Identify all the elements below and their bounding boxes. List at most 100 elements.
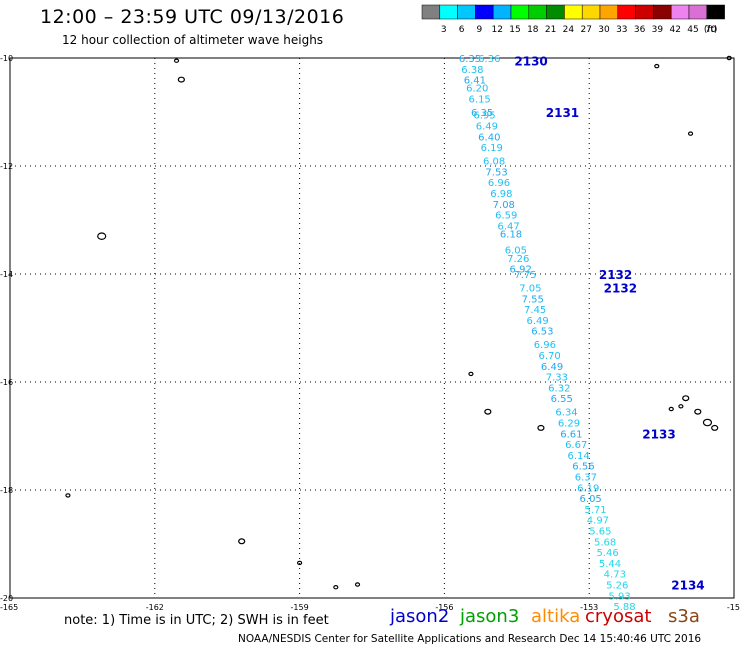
island-outline [97, 232, 107, 241]
swh-point-label: 6.34 [555, 408, 577, 419]
swh-point-label: 6.98 [490, 189, 512, 200]
swh-point-label: 5.88 [613, 602, 635, 613]
colorbar-swatch [564, 4, 583, 20]
island-outline [173, 58, 180, 63]
y-tick-label: -18 [0, 486, 13, 495]
x-tick-label: -15 [727, 603, 740, 612]
track-label: 2131 [546, 106, 579, 120]
colorbar-swatch [492, 4, 512, 20]
island-outline [654, 63, 660, 69]
swh-point-label: 6.96 [534, 340, 556, 351]
swh-point-label: 7.55 [522, 294, 544, 305]
island-outline [484, 408, 492, 415]
y-tick-label: -20 [0, 594, 13, 603]
island-outline [297, 560, 303, 566]
swh-values: 6.356.366.386.416.206.156.356.956.496.40… [459, 54, 636, 613]
island-outlines [65, 55, 732, 590]
y-tick-label: -12 [0, 162, 13, 171]
track-label: 2132 [604, 282, 637, 296]
colorbar-swatch [670, 4, 690, 20]
island-outline [537, 424, 545, 431]
track-label: 2134 [671, 579, 704, 593]
swh-point-label: 6.96 [488, 178, 510, 189]
swh-point-label: 6.55 [551, 394, 573, 405]
swh-point-label: 6.20 [466, 84, 488, 95]
swh-point-label: 6.49 [476, 122, 498, 133]
colorbar-swatch [635, 4, 654, 20]
x-tick-label: -156 [435, 603, 453, 612]
swh-point-label: 6.49 [526, 316, 548, 327]
colorbar-swatch [688, 4, 708, 20]
island-outline [668, 406, 674, 412]
footer-credit: NOAA/NESDIS Center for Satellite Applica… [238, 633, 702, 645]
swh-point-label: 6.38 [461, 65, 483, 76]
page-subtitle: 12 hour collection of altimeter wave hei… [62, 33, 324, 47]
swh-point-label: 6.92 [510, 265, 532, 276]
swh-point-label: 7.26 [507, 254, 529, 265]
swh-point-label: 4.73 [604, 570, 626, 581]
plot-frame [9, 57, 735, 599]
island-outline [65, 493, 71, 498]
y-tick-label: -14 [0, 270, 13, 279]
swh-point-label: 7.08 [493, 200, 515, 211]
legend-s3a: s3a [668, 606, 700, 627]
island-outline [354, 582, 361, 587]
colorbar-label: 30 [598, 25, 610, 35]
island-outline [678, 404, 684, 409]
colorbar-swatch [581, 4, 601, 20]
page-title: 12:00 – 23:59 UTC 09/13/2016 [40, 6, 345, 28]
swh-point-label: 6.15 [469, 95, 491, 106]
legend-cryosat: cryosat [585, 606, 652, 627]
swh-point-label: 6.59 [495, 211, 517, 222]
colorbar-label: 24 [563, 25, 575, 35]
track-label: 2132 [599, 268, 632, 282]
island-outline [468, 371, 474, 377]
swh-point-label: 7.75 [514, 270, 536, 281]
colorbar: 3 6 9 12 15 18 21 24 27 30 33 36 39 42 45 70(ft) [421, 4, 725, 35]
colorbar-swatch [439, 4, 458, 20]
y-tick-label: -10 [0, 54, 13, 63]
x-tick-label: -165 [0, 603, 18, 612]
swh-point-label: 6.08 [483, 157, 505, 168]
colorbar-label: 33 [616, 25, 627, 35]
colorbar-label: 45 [687, 25, 698, 35]
y-tick-label: -16 [0, 378, 13, 387]
colorbar-swatch [475, 4, 494, 20]
grid [10, 58, 734, 598]
colorbar-swatch [421, 4, 441, 20]
swh-point-label: 6.35 [459, 54, 481, 65]
swh-point-label: 6.47 [497, 221, 519, 232]
island-outline [711, 424, 719, 431]
island-outline [682, 395, 690, 402]
colorbar-label: 9 [477, 25, 483, 35]
swh-point-label: 5.65 [589, 527, 611, 538]
colorbar-swatch [546, 4, 565, 20]
swh-point-label: 6.35 [471, 108, 493, 119]
colorbar-label: 6 [459, 25, 465, 35]
swh-point-label: 7.05 [519, 284, 541, 295]
swh-point-label: 6.67 [565, 440, 587, 451]
colorbar-swatch [706, 4, 725, 20]
colorbar-swatch [457, 4, 476, 20]
swh-point-label: 5.93 [609, 591, 631, 602]
colorbar-label: 3 [441, 25, 447, 35]
island-outline [687, 131, 694, 136]
colorbar-label: 12 [491, 25, 502, 35]
swh-point-label: 6.61 [560, 429, 582, 440]
swh-point-label: 6.56 [572, 462, 594, 473]
swh-point-label: 6.70 [539, 351, 561, 362]
swh-point-label: 7.45 [524, 305, 546, 316]
colorbar-label: 27 [580, 25, 591, 35]
swh-point-label: 6.29 [558, 419, 580, 430]
legend-jason3: jason3 [460, 606, 520, 627]
swh-point-label: 6.05 [505, 246, 527, 257]
track-label: 2133 [642, 427, 675, 441]
swh-point-label: 6.05 [580, 494, 602, 505]
swh-point-label: 7.33 [546, 373, 568, 384]
swh-point-label: 7.53 [485, 167, 507, 178]
x-tick-label: -159 [291, 603, 309, 612]
colorbar-label: 36 [634, 25, 646, 35]
swh-point-label: 6.41 [464, 76, 486, 87]
